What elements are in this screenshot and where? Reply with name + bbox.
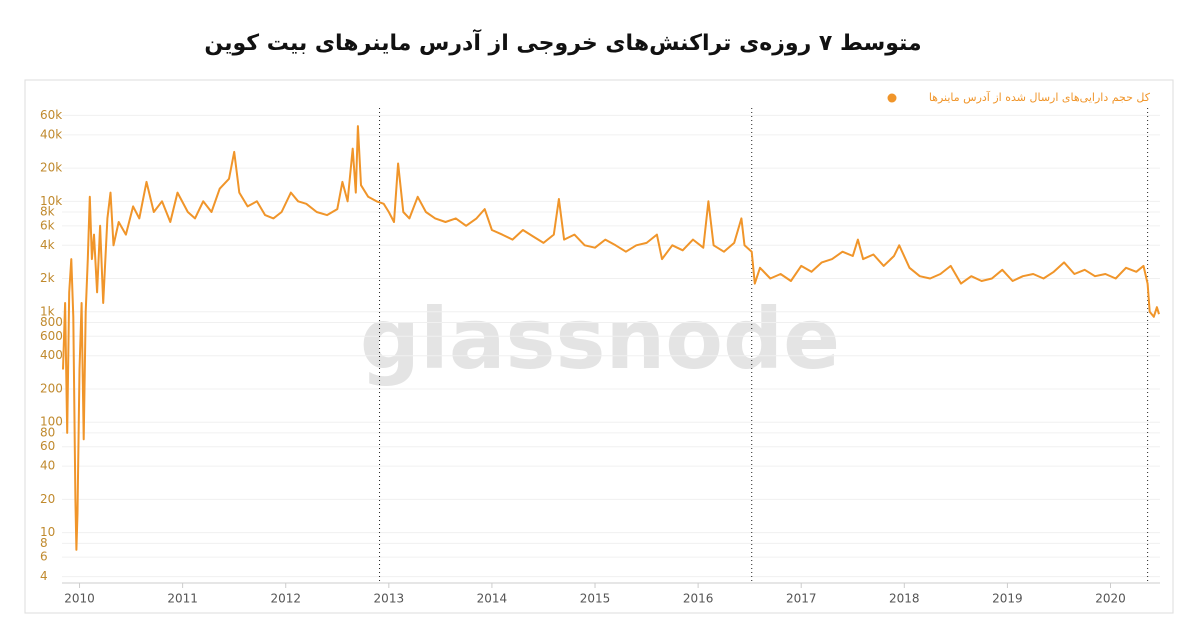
y-tick-label: 40k	[40, 127, 62, 141]
x-tick-label: 2013	[374, 592, 405, 606]
legend-label: کل حجم دارایی‌های ارسال شده از آدرس ماین…	[929, 90, 1151, 104]
y-tick-label: 40	[40, 459, 55, 473]
watermark: glassnode	[360, 290, 840, 388]
y-tick-label: 20	[40, 492, 55, 506]
y-tick-label: 10	[40, 525, 55, 539]
y-tick-label: 4	[40, 569, 48, 583]
y-tick-label: 80	[40, 425, 55, 439]
y-tick-label: 100	[40, 415, 63, 429]
y-tick-label: 60	[40, 439, 55, 453]
y-tick-label: 20k	[40, 161, 62, 175]
legend-marker	[887, 93, 897, 103]
y-tick-label: 200	[40, 381, 63, 395]
y-tick-label: 8k	[40, 205, 55, 219]
y-tick-label: 6k	[40, 218, 55, 232]
y-tick-label: 4k	[40, 238, 55, 252]
x-tick-label: 2012	[270, 592, 301, 606]
y-tick-label: 60k	[40, 108, 62, 122]
y-tick-label: 1k	[40, 304, 55, 318]
x-tick-label: 2019	[992, 592, 1023, 606]
x-tick-label: 2016	[683, 592, 714, 606]
chart-title: متوسط ۷ روزه‌ی تراکنش‌های خروجی از آدرس …	[204, 28, 921, 56]
y-tick-label: 600	[40, 329, 63, 343]
x-tick-label: 2014	[477, 592, 508, 606]
line-series	[62, 125, 1160, 551]
y-tick-label: 800	[40, 315, 63, 329]
x-tick-label: 2017	[786, 592, 817, 606]
x-tick-label: 2020	[1095, 592, 1126, 606]
y-tick-label: 10k	[40, 194, 62, 208]
x-tick-label: 2015	[580, 592, 611, 606]
y-tick-label: 2k	[40, 271, 55, 285]
y-tick-label: 8	[40, 536, 48, 550]
x-tick-label: 2011	[167, 592, 198, 606]
y-tick-label: 6	[40, 550, 48, 564]
x-tick-label: 2010	[64, 592, 95, 606]
x-tick-label: 2018	[889, 592, 920, 606]
chart-frame	[24, 79, 1174, 614]
y-tick-label: 400	[40, 348, 63, 362]
